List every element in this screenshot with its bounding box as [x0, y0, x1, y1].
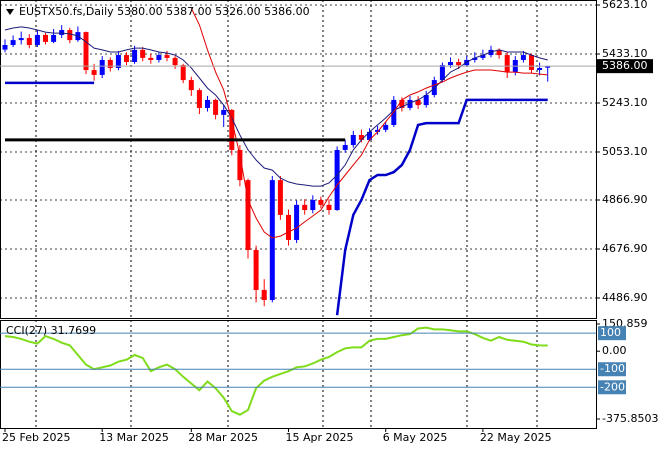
level-label: -100	[600, 362, 625, 375]
candle-body	[115, 55, 121, 68]
candle-body	[253, 250, 259, 290]
candle-body	[221, 109, 227, 115]
candle-body	[277, 180, 283, 215]
candle-body	[407, 99, 413, 108]
candle-body	[2, 44, 8, 50]
candle-body	[83, 32, 89, 71]
x-tick-label: 25 Feb 2025	[2, 431, 70, 444]
panel-frame	[0, 0, 597, 319]
candle-body	[358, 134, 364, 140]
y-tick-label: 4676.90	[602, 242, 648, 255]
candle-body	[205, 99, 210, 108]
candle-body	[34, 34, 40, 45]
x-tick-label: 15 Apr 2025	[286, 431, 354, 444]
candle-body	[43, 34, 48, 42]
candle-body	[269, 180, 275, 301]
level-box	[598, 362, 626, 377]
candle-body	[10, 40, 16, 45]
candle-body	[294, 204, 300, 240]
candle-body	[480, 55, 486, 58]
last-price-label: 5386.00	[602, 59, 648, 72]
indicator-line	[190, 7, 548, 239]
candle-body	[124, 55, 129, 63]
x-tick-label: 6 May 2025	[383, 431, 448, 444]
candle-body	[375, 129, 381, 132]
candle-body	[529, 55, 534, 71]
candle-body	[399, 99, 405, 108]
candle-body	[156, 55, 162, 60]
candle-body	[448, 62, 453, 66]
candle-body	[496, 49, 502, 56]
candle-body	[140, 49, 146, 58]
candle-body	[423, 95, 429, 106]
candle-body	[196, 90, 202, 108]
candle-body	[91, 70, 97, 75]
candle-body	[261, 289, 267, 301]
candle-body	[310, 199, 316, 211]
candle-body	[334, 149, 340, 211]
candle-body	[342, 145, 348, 150]
level-box	[598, 380, 626, 395]
candle-body	[107, 59, 113, 68]
level-label: 100	[600, 326, 621, 339]
candle-body	[383, 124, 389, 130]
y-tick-label: 0.00	[602, 344, 627, 357]
candle-body	[545, 66, 551, 68]
candle-body	[59, 30, 65, 35]
indicator-line	[4, 26, 548, 187]
candle-body	[415, 99, 421, 106]
candle-body	[350, 134, 356, 146]
candle-body	[213, 99, 219, 115]
candle-body	[439, 65, 445, 81]
indicator-line	[5, 81, 548, 316]
level-box	[598, 326, 626, 341]
candle-body	[504, 55, 510, 73]
candle-body	[188, 80, 194, 91]
x-tick-label: 13 Mar 2025	[99, 431, 169, 444]
y-tick-label: 5623.10	[602, 0, 648, 11]
candle-body	[67, 30, 73, 41]
y-tick-label: 4866.90	[602, 193, 648, 206]
candle-body	[132, 49, 138, 63]
candle-body	[18, 38, 24, 41]
candle-body	[286, 214, 291, 240]
candle-body	[237, 149, 243, 181]
candle-body	[229, 109, 235, 150]
y-tick-label: -375.8503	[602, 412, 658, 425]
candle-body	[520, 55, 526, 60]
candle-body	[245, 180, 251, 251]
last-price-box	[597, 59, 653, 74]
plot	[2, 7, 551, 316]
y-tick-label: 5053.10	[602, 145, 648, 158]
candle-body	[456, 62, 462, 66]
candle-body	[472, 57, 478, 60]
candle-body	[302, 204, 308, 211]
candle-body	[164, 55, 170, 58]
indicator-title: CCI(27) 31.7699	[6, 324, 96, 337]
candle-body	[180, 65, 186, 81]
chart-title: EUSTX50.fs,Daily 5380.00 5387.00 5326.00…	[19, 5, 310, 18]
candle-body	[537, 67, 543, 71]
x-tick-label: 28 Mar 2025	[188, 431, 258, 444]
y-tick-label: 5433.10	[602, 47, 648, 60]
x-tick-label: 22 May 2025	[480, 431, 552, 444]
menu-triangle[interactable]	[6, 9, 14, 15]
candle-body	[318, 199, 324, 205]
candle-body	[172, 57, 178, 66]
y-tick-label: 5243.10	[602, 96, 648, 109]
candle-body	[367, 131, 372, 140]
candle-body	[99, 59, 105, 75]
candle-body	[26, 38, 32, 45]
candle-body	[148, 57, 154, 60]
candle-body	[326, 204, 332, 211]
y-tick-label: 4486.90	[602, 291, 648, 304]
level-label: -200	[600, 380, 625, 393]
candle-body	[51, 34, 57, 42]
